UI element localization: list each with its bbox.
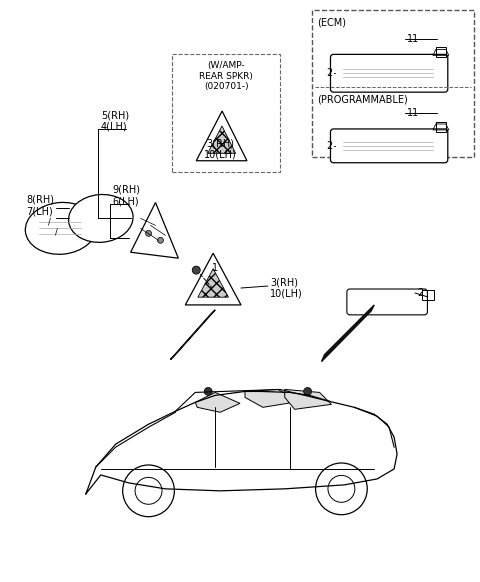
Circle shape <box>145 230 152 236</box>
Text: 2: 2 <box>326 141 333 151</box>
Text: 5(RH)
4(LH): 5(RH) 4(LH) <box>101 110 129 132</box>
Polygon shape <box>170 310 215 360</box>
Polygon shape <box>208 126 236 153</box>
Text: /: / <box>48 218 50 227</box>
Circle shape <box>204 388 212 395</box>
FancyBboxPatch shape <box>330 54 448 92</box>
Text: 9(RH)
6(LH): 9(RH) 6(LH) <box>113 184 141 207</box>
Bar <box>312 10 474 157</box>
Text: /: / <box>55 228 58 237</box>
Text: 2: 2 <box>326 68 333 78</box>
Text: 11: 11 <box>407 108 419 118</box>
Polygon shape <box>245 389 300 407</box>
Text: 3(RH)
10(LH): 3(RH) 10(LH) <box>204 138 237 159</box>
Text: (PROGRAMMABLE): (PROGRAMMABLE) <box>318 94 408 104</box>
Polygon shape <box>198 269 228 297</box>
Circle shape <box>157 237 164 243</box>
Text: (ECM): (ECM) <box>318 17 347 27</box>
Bar <box>436 122 446 132</box>
Bar <box>422 290 434 300</box>
Text: (W/AMP-
REAR SPKR)
(020701-): (W/AMP- REAR SPKR) (020701-) <box>199 61 253 91</box>
Circle shape <box>304 388 312 395</box>
Polygon shape <box>322 305 374 361</box>
Circle shape <box>192 266 200 274</box>
Text: 1: 1 <box>212 263 218 273</box>
Text: 2: 2 <box>417 288 423 298</box>
Polygon shape <box>195 392 240 412</box>
FancyBboxPatch shape <box>330 129 448 163</box>
Polygon shape <box>285 389 332 409</box>
Text: 3(RH)
10(LH): 3(RH) 10(LH) <box>270 277 302 299</box>
Bar <box>172 54 280 172</box>
Ellipse shape <box>69 194 133 242</box>
Text: 8(RH)
7(LH): 8(RH) 7(LH) <box>26 195 54 217</box>
Bar <box>436 47 446 58</box>
Text: 11: 11 <box>407 34 419 44</box>
FancyBboxPatch shape <box>347 289 427 315</box>
Ellipse shape <box>25 203 97 254</box>
